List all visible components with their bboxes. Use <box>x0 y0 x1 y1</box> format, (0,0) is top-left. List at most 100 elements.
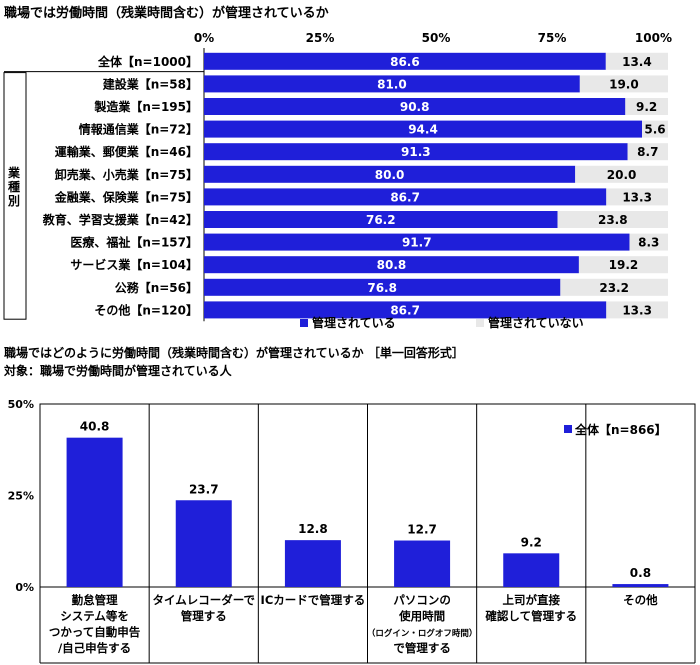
data-label: 86.6 <box>390 55 420 69</box>
data-label: 80.0 <box>375 168 405 182</box>
bar-managed <box>204 233 630 251</box>
data-label: 90.8 <box>400 100 430 114</box>
data-label: 91.3 <box>401 145 431 159</box>
bar-managed <box>204 188 607 206</box>
industry-group-bracket <box>3 72 27 320</box>
x-tick-label: 25% <box>306 31 335 45</box>
x-tick-label: 0% <box>194 31 214 45</box>
bar-not-managed <box>557 211 668 228</box>
data-label: 23.2 <box>599 281 629 295</box>
data-label: 94.4 <box>408 123 438 137</box>
data-label: 12.8 <box>298 522 328 536</box>
data-label: 13.3 <box>622 190 652 204</box>
bar-not-managed <box>642 120 668 138</box>
data-label: 13.4 <box>622 55 652 69</box>
data-label: 20.0 <box>607 168 637 182</box>
category-label: 全体【n=1000】 <box>97 54 198 69</box>
category-label: その他 <box>623 593 658 607</box>
y-tick-label: 0% <box>15 581 34 594</box>
bar-managed <box>204 256 579 274</box>
bar-not-managed <box>560 278 668 296</box>
bar <box>394 540 451 587</box>
legend-swatch <box>564 425 572 433</box>
data-label: 8.7 <box>637 145 658 159</box>
y-tick-label: 50% <box>8 398 34 411</box>
data-label: 23.8 <box>598 213 628 227</box>
bar <box>284 540 341 587</box>
bar-not-managed <box>605 52 668 70</box>
bar-not-managed <box>629 233 668 251</box>
data-label: 19.0 <box>609 77 639 91</box>
chart2-title: 職場ではどのように労働時間（残業時間含む）が管理されているか ［単一回答形式］ <box>4 346 464 360</box>
bar-managed <box>204 165 576 183</box>
bar-not-managed <box>575 165 668 183</box>
bar-managed <box>204 75 580 93</box>
category-label: 建設業【n=58】 <box>102 76 198 91</box>
legend-swatch-not-managed <box>476 319 484 327</box>
bar-managed <box>204 211 558 228</box>
category-label: 確認して管理する <box>485 609 577 623</box>
category-label: 勤怠管理 <box>72 593 118 607</box>
category-label: ICカードで管理する <box>261 593 366 607</box>
category-label: 医療、福祉【n=157】 <box>70 235 198 250</box>
bar-not-managed <box>606 188 668 206</box>
bar-managed <box>204 120 643 138</box>
data-label: 19.2 <box>609 258 639 272</box>
category-label: 金融業、保険業【n=75】 <box>54 189 198 204</box>
category-label: システム等を <box>60 609 129 623</box>
bar-managed <box>204 98 626 115</box>
chart2-subtitle: 対象：職場で労働時間が管理されている人 <box>4 364 232 378</box>
plot-frame <box>39 403 696 588</box>
category-label: 製造業【n=195】 <box>93 99 198 114</box>
bar-not-managed <box>625 98 668 115</box>
category-label: 卸売業、小売業【n=75】 <box>55 167 198 182</box>
bar-managed <box>204 52 606 70</box>
data-label: 86.7 <box>390 303 420 317</box>
category-label: 教育、学習支援業【n=42】 <box>42 212 198 227</box>
bar <box>66 437 123 587</box>
industry-group-label: 業種別 <box>7 166 20 208</box>
bar-managed <box>204 143 628 161</box>
data-label: 76.2 <box>366 213 396 227</box>
x-tick-label: 75% <box>538 31 567 45</box>
bar-not-managed <box>578 256 668 274</box>
data-label: 40.8 <box>80 420 110 434</box>
data-label: 12.7 <box>407 523 437 537</box>
bar-not-managed <box>627 143 668 161</box>
category-label: タイムレコーダーで <box>152 593 255 607</box>
data-label: 13.3 <box>622 303 652 317</box>
category-label: その他【n=120】 <box>94 302 198 317</box>
data-label: 80.8 <box>377 258 407 272</box>
bar-not-managed <box>579 75 668 93</box>
chart1-svg: 0% 25% 50% 75% 100% 全体【n=1000】 86.6 13.4 建設業【n=5… <box>3 31 672 330</box>
x-tick-label: 50% <box>422 31 451 45</box>
bar <box>175 500 232 587</box>
data-label: 23.7 <box>189 482 219 496</box>
bar-managed <box>204 278 561 296</box>
chart1-title: 職場では労働時間（残業時間含む）が管理されているか <box>4 6 329 21</box>
category-label: サービス業【n=104】 <box>70 257 198 272</box>
bar-managed <box>204 301 607 319</box>
category-label: 使用時間 <box>398 609 445 623</box>
data-label: 91.7 <box>402 236 432 250</box>
category-label: 公務【n=56】 <box>115 280 198 295</box>
legend-label: 全体【n=866】 <box>574 422 667 437</box>
bar <box>503 553 560 587</box>
y-tick-label: 25% <box>8 490 34 503</box>
legend-label-not-managed: 管理されていない <box>488 315 584 330</box>
category-label: 運輸業、郵便業【n=46】 <box>55 144 198 159</box>
category-label: で管理する <box>393 641 451 655</box>
category-label: 管理する <box>181 609 227 623</box>
category-label: /自己申告する <box>58 641 131 655</box>
data-label: 9.2 <box>636 100 657 114</box>
data-label: 86.7 <box>390 190 420 204</box>
category-label: つかって自動申告 <box>49 625 141 639</box>
data-label: 81.0 <box>377 77 407 91</box>
legend-swatch-managed <box>300 319 308 327</box>
bar-not-managed <box>606 301 668 319</box>
bar <box>612 584 669 587</box>
x-tick-label: 100% <box>635 31 672 45</box>
data-label: 76.8 <box>367 281 397 295</box>
category-label: （ログイン・ログオフ時間） <box>367 628 478 639</box>
